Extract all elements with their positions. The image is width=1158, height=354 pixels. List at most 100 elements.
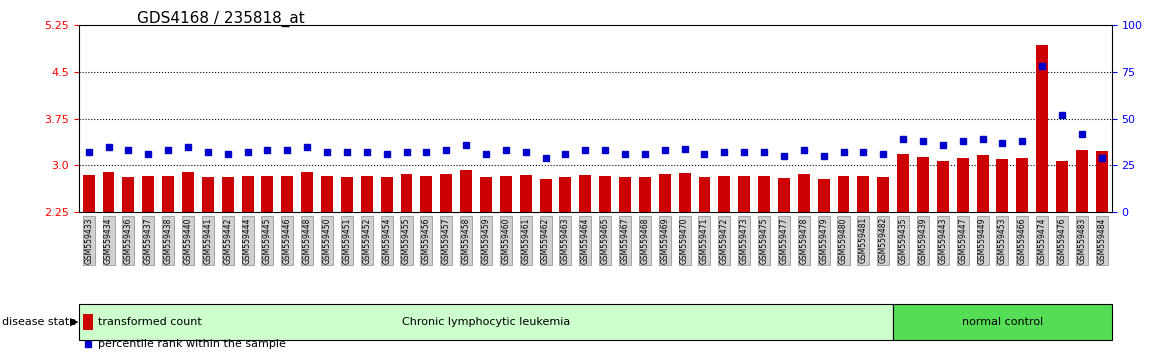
Text: GSM559443: GSM559443 [938, 217, 947, 264]
Bar [778, 178, 790, 212]
Text: normal control: normal control [962, 317, 1043, 327]
Bar [540, 179, 551, 212]
Bar [460, 170, 472, 212]
Text: GDS4168 / 235818_at: GDS4168 / 235818_at [137, 11, 305, 27]
Bar [420, 176, 432, 212]
Bar [639, 177, 651, 212]
Text: GSM559476: GSM559476 [1057, 217, 1067, 264]
Bar [937, 161, 948, 212]
Text: GSM559462: GSM559462 [541, 217, 550, 264]
Bar [1056, 161, 1068, 212]
Text: GSM559435: GSM559435 [899, 217, 908, 264]
Text: GSM559484: GSM559484 [1098, 217, 1106, 264]
Text: GSM559465: GSM559465 [601, 217, 609, 264]
Text: GSM559472: GSM559472 [720, 217, 728, 264]
Text: GSM559455: GSM559455 [402, 217, 411, 264]
Bar [878, 177, 889, 212]
Bar [599, 176, 611, 212]
Text: GSM559456: GSM559456 [422, 217, 431, 264]
Text: GSM559480: GSM559480 [840, 217, 848, 264]
Text: GSM559477: GSM559477 [779, 217, 789, 264]
Bar [1036, 45, 1048, 212]
Text: GSM559463: GSM559463 [560, 217, 570, 264]
Text: GSM559464: GSM559464 [581, 217, 589, 264]
Bar [837, 176, 850, 212]
Bar [798, 173, 809, 212]
Bar [281, 176, 293, 212]
Text: GSM559453: GSM559453 [998, 217, 1007, 264]
Bar [123, 177, 134, 212]
Text: GSM559459: GSM559459 [482, 217, 491, 264]
Bar [679, 173, 690, 212]
Text: GSM559434: GSM559434 [104, 217, 113, 264]
Text: GSM559470: GSM559470 [680, 217, 689, 264]
Bar [361, 176, 373, 212]
Text: GSM559442: GSM559442 [223, 217, 233, 264]
Bar [1017, 158, 1028, 212]
Text: GSM559433: GSM559433 [85, 217, 93, 264]
Bar [82, 175, 95, 212]
Text: disease state: disease state [2, 317, 76, 327]
Text: GSM559475: GSM559475 [760, 217, 769, 264]
Bar [893, 304, 1112, 340]
Text: GSM559479: GSM559479 [819, 217, 828, 264]
Text: GSM559436: GSM559436 [124, 217, 133, 264]
Text: GSM559446: GSM559446 [283, 217, 292, 264]
Bar [520, 175, 532, 212]
Text: GSM559466: GSM559466 [1018, 217, 1027, 264]
Text: GSM559468: GSM559468 [640, 217, 650, 264]
Bar [897, 154, 909, 212]
Text: GSM559437: GSM559437 [144, 217, 153, 264]
Text: GSM559444: GSM559444 [243, 217, 252, 264]
Bar [579, 175, 592, 212]
Bar [957, 158, 968, 212]
Bar [718, 176, 731, 212]
Bar [857, 176, 870, 212]
Bar [559, 177, 571, 212]
Bar [83, 314, 93, 330]
Text: GSM559457: GSM559457 [441, 217, 450, 264]
Bar [381, 177, 393, 212]
Text: GSM559473: GSM559473 [740, 217, 749, 264]
Bar [162, 176, 174, 212]
Bar [818, 179, 829, 212]
Text: GSM559467: GSM559467 [621, 217, 630, 264]
Text: GSM559438: GSM559438 [163, 217, 173, 264]
Bar [620, 177, 631, 212]
Bar [401, 174, 412, 212]
Text: GSM559469: GSM559469 [660, 217, 669, 264]
Text: Chronic lymphocytic leukemia: Chronic lymphocytic leukemia [402, 317, 570, 327]
Bar [262, 176, 273, 212]
Bar [321, 176, 334, 212]
Text: GSM559460: GSM559460 [501, 217, 511, 264]
Bar [142, 176, 154, 212]
Bar [201, 177, 214, 212]
Bar [79, 304, 893, 340]
Bar [758, 176, 770, 212]
Bar [1076, 150, 1087, 212]
Bar [739, 176, 750, 212]
Text: GSM559481: GSM559481 [859, 217, 867, 263]
Bar [500, 176, 512, 212]
Text: GSM559449: GSM559449 [979, 217, 987, 264]
Bar [481, 177, 492, 212]
Bar [917, 157, 929, 212]
Text: GSM559478: GSM559478 [799, 217, 808, 264]
Bar [340, 177, 353, 212]
Bar [103, 172, 115, 212]
Text: GSM559482: GSM559482 [879, 217, 888, 263]
Text: GSM559441: GSM559441 [204, 217, 212, 264]
Text: GSM559452: GSM559452 [362, 217, 372, 264]
Text: percentile rank within the sample: percentile rank within the sample [98, 339, 286, 349]
Text: transformed count: transformed count [98, 317, 201, 327]
Bar [997, 159, 1009, 212]
Text: GSM559440: GSM559440 [183, 217, 192, 264]
Text: GSM559447: GSM559447 [958, 217, 967, 264]
Text: GSM559445: GSM559445 [263, 217, 272, 264]
Text: GSM559451: GSM559451 [343, 217, 351, 264]
Text: GSM559458: GSM559458 [462, 217, 470, 264]
Bar [440, 173, 452, 212]
Bar [301, 172, 313, 212]
Bar [698, 177, 710, 212]
Bar [222, 177, 234, 212]
